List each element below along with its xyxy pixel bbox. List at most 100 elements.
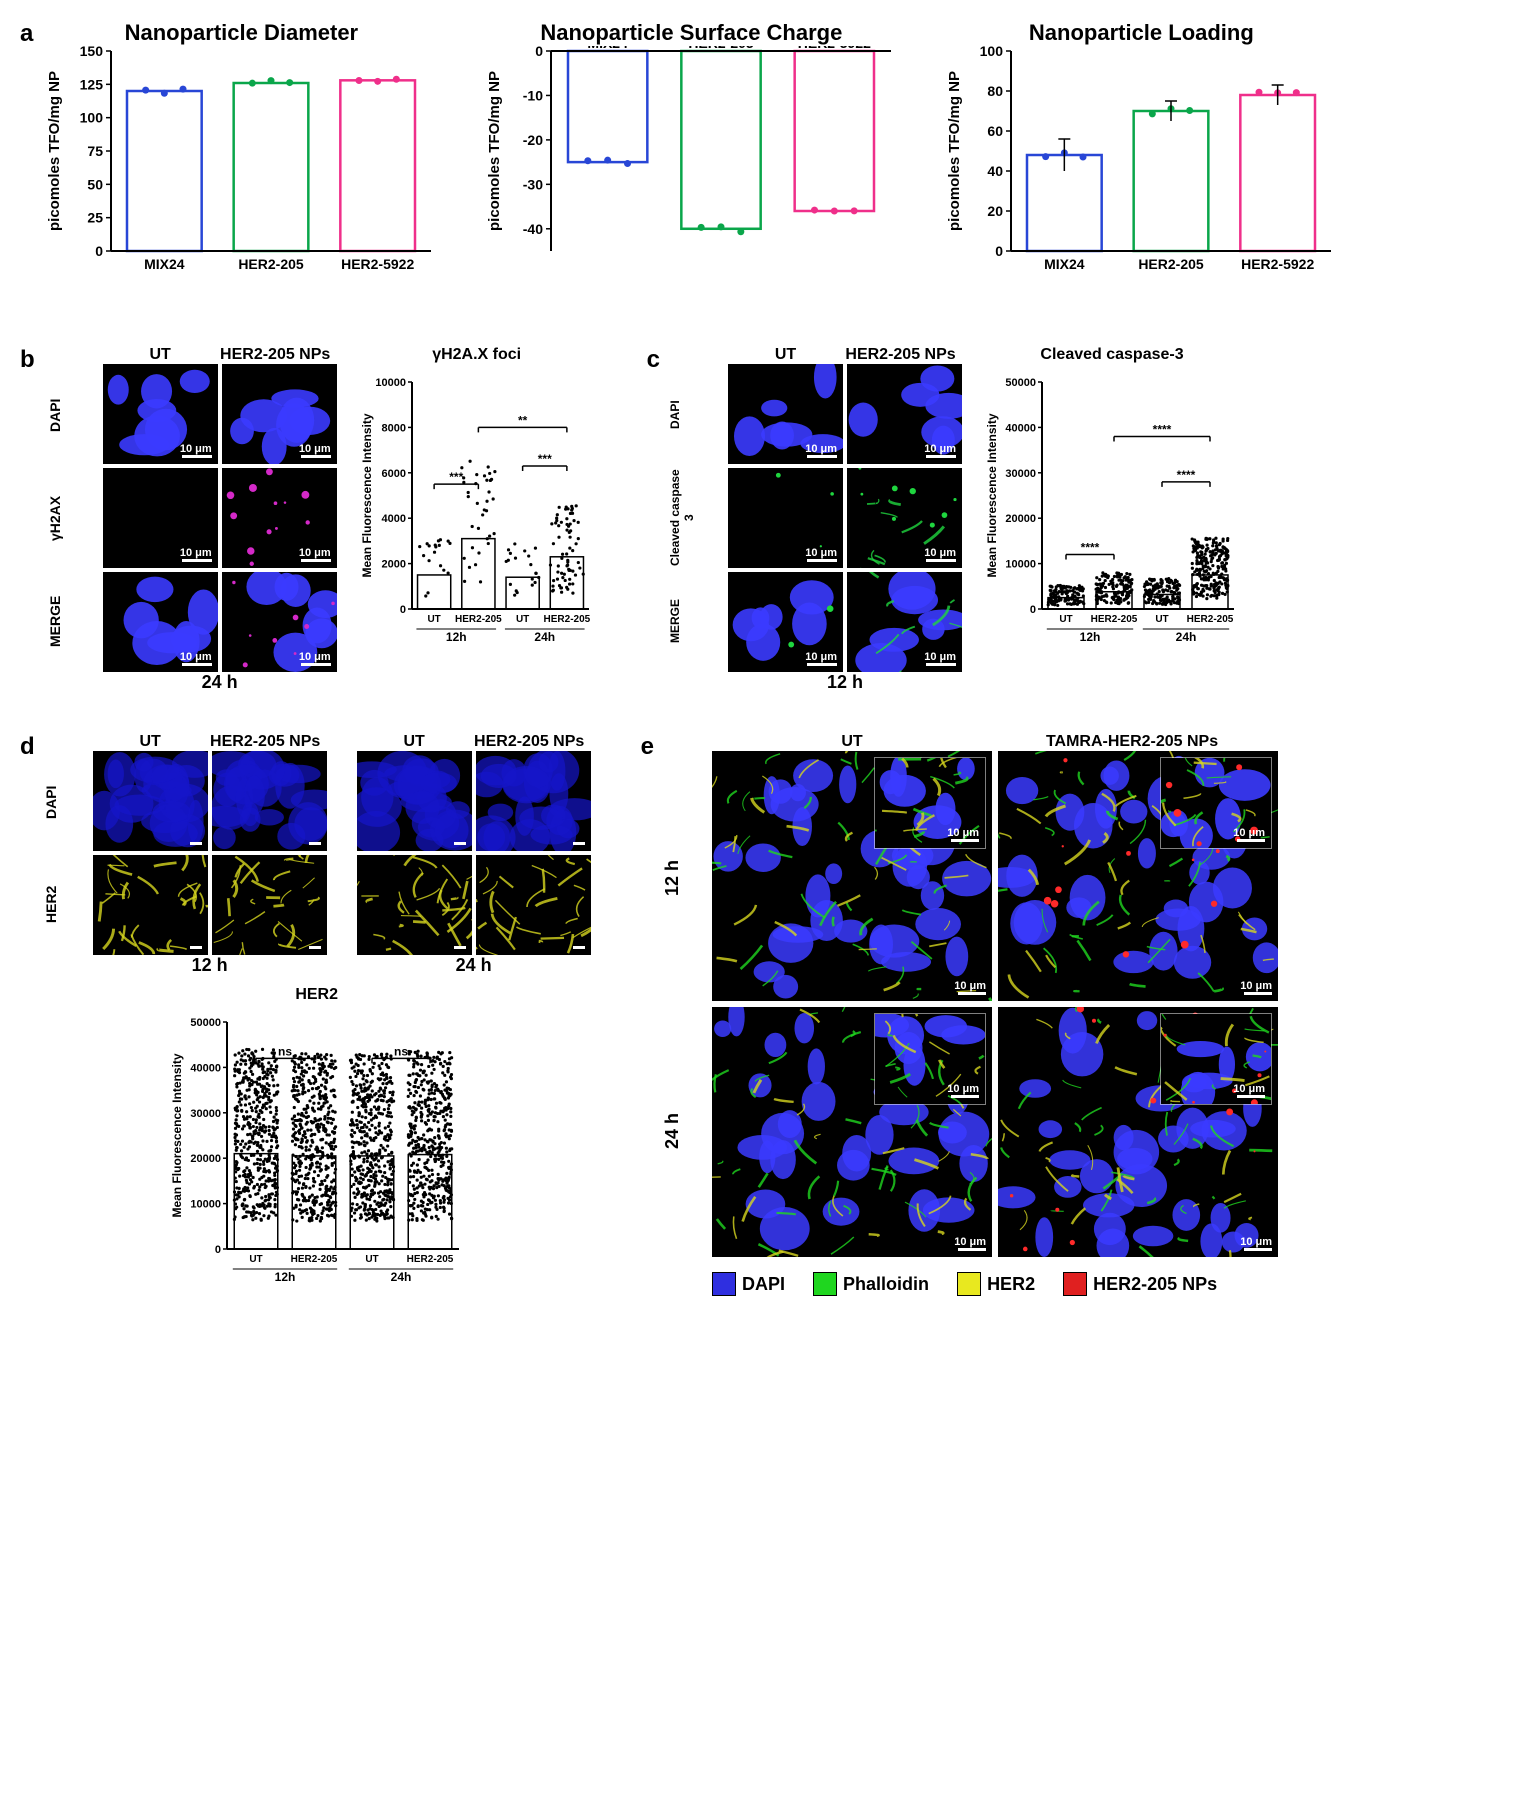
svg-text:0: 0 [96, 243, 104, 259]
e-ut: UT [712, 733, 992, 751]
svg-text:Mean Fluorescence Intensity: Mean Fluorescence Intensity [985, 413, 999, 577]
legend-item: HER2 [957, 1272, 1035, 1296]
svg-text:0: 0 [536, 46, 544, 59]
title-a1: Nanoparticle Diameter [41, 20, 441, 46]
svg-text:****: **** [1177, 468, 1196, 482]
svg-text:0: 0 [215, 1244, 221, 1256]
micrograph: 10 μm [847, 468, 962, 568]
svg-text:HER2-205: HER2-205 [1139, 256, 1205, 272]
svg-text:MIX24: MIX24 [1044, 256, 1085, 272]
time-b: 24 h [103, 672, 337, 693]
title-a3: Nanoparticle Loading [941, 20, 1341, 46]
col-ut-c: UT [728, 346, 843, 364]
title-c-chart: Cleaved caspase-3 [982, 346, 1242, 364]
svg-text:50000: 50000 [190, 1017, 221, 1029]
svg-text:125: 125 [80, 76, 104, 92]
svg-text:40000: 40000 [1005, 422, 1036, 434]
svg-text:***: *** [449, 470, 463, 484]
svg-text:40: 40 [988, 163, 1004, 179]
micrograph: 10 μm [103, 572, 218, 672]
title-b-chart: γH2A.X foci [357, 346, 597, 364]
micrograph: 10 μm 10 μm [712, 1007, 992, 1257]
svg-text:UT: UT [427, 614, 440, 625]
svg-text:MIX24: MIX24 [144, 256, 185, 272]
svg-text:12h: 12h [1080, 630, 1101, 644]
svg-text:10000: 10000 [1005, 559, 1036, 571]
svg-text:-20: -20 [523, 132, 543, 148]
title-a2: Nanoparticle Surface Charge [481, 20, 901, 46]
svg-text:50: 50 [88, 176, 104, 192]
legend-item: DAPI [712, 1272, 785, 1296]
d-t24: 24 h [357, 955, 591, 976]
svg-text:20: 20 [988, 203, 1004, 219]
chart-a2: -40-30-20-100MIX24HER2-205HER2-5922picom… [481, 46, 901, 306]
e-np: TAMRA-HER2-205 NPs [992, 733, 1272, 751]
svg-text:picomoles TFO/mg NP: picomoles TFO/mg NP [46, 71, 63, 231]
micrograph [476, 855, 591, 955]
svg-text:picomoles TFO/mg NP: picomoles TFO/mg NP [486, 71, 503, 231]
micrograph: 10 μm [728, 572, 843, 672]
chart-a1: 0255075100125150MIX24HER2-205HER2-5922pi… [41, 46, 441, 306]
micrograph: 10 μm 10 μm [712, 751, 992, 1001]
micrograph [476, 751, 591, 851]
svg-text:0: 0 [400, 604, 406, 616]
d-np2: HER2-205 NPs [472, 733, 587, 751]
micrograph: 10 μm [847, 364, 962, 464]
svg-text:0: 0 [996, 243, 1004, 259]
svg-text:HER2-205: HER2-205 [543, 614, 590, 625]
svg-text:75: 75 [88, 143, 104, 159]
micrograph: 10 μm 10 μm [998, 751, 1278, 1001]
svg-text:25: 25 [88, 210, 104, 226]
title-d-chart: HER2 [167, 986, 467, 1004]
d-np1: HER2-205 NPs [208, 733, 323, 751]
svg-text:10000: 10000 [375, 377, 406, 389]
svg-text:80: 80 [988, 83, 1004, 99]
svg-text:40000: 40000 [190, 1062, 221, 1074]
micrograph [93, 855, 208, 955]
svg-text:****: **** [1153, 422, 1172, 436]
svg-text:6000: 6000 [381, 468, 405, 480]
micrograph [357, 751, 472, 851]
d-t12: 12 h [93, 955, 327, 976]
svg-text:picomoles TFO/mg NP: picomoles TFO/mg NP [946, 71, 963, 231]
panel-label-d: d [20, 733, 35, 1304]
svg-text:24h: 24h [390, 1270, 411, 1284]
svg-text:UT: UT [365, 1254, 378, 1265]
col-np-c: HER2-205 NPs [843, 346, 958, 364]
svg-text:-10: -10 [523, 87, 543, 103]
svg-text:HER2-205: HER2-205 [406, 1254, 453, 1265]
svg-text:HER2-205: HER2-205 [455, 614, 502, 625]
legend-e: DAPIPhalloidinHER2HER2-205 NPs [712, 1272, 1278, 1296]
micrograph [212, 751, 327, 851]
micrograph: 10 μm [222, 468, 337, 568]
svg-text:HER2-205: HER2-205 [1091, 614, 1138, 625]
micrograph: 10 μm 10 μm [998, 1007, 1278, 1257]
svg-text:-40: -40 [523, 221, 543, 237]
micrograph: 10 μm [103, 468, 218, 568]
svg-text:100: 100 [980, 46, 1004, 59]
micrograph: 10 μm [222, 572, 337, 672]
col-ut: UT [103, 346, 218, 364]
svg-text:20000: 20000 [1005, 513, 1036, 525]
micrograph [93, 751, 208, 851]
chart-a3: 020406080100MIX24HER2-205HER2-5922picomo… [941, 46, 1341, 306]
svg-text:50000: 50000 [1005, 377, 1036, 389]
svg-text:0: 0 [1030, 604, 1036, 616]
time-c: 12 h [728, 672, 962, 693]
chart-b: 0200040006000800010000UTHER2-205UTHER2-2… [357, 364, 597, 664]
chart-c: 01000020000300004000050000UTHER2-205UTHE… [982, 364, 1242, 664]
svg-text:60: 60 [988, 123, 1004, 139]
svg-text:2000: 2000 [381, 559, 405, 571]
svg-text:UT: UT [1155, 614, 1168, 625]
panel-label-c: c [647, 346, 660, 693]
svg-text:**: ** [518, 413, 528, 427]
svg-text:HER2-205: HER2-205 [290, 1254, 337, 1265]
micrograph: 10 μm [728, 364, 843, 464]
micrograph: 10 μm [847, 572, 962, 672]
micrograph: 10 μm [222, 364, 337, 464]
panel-label-e: e [641, 733, 654, 1296]
svg-text:20000: 20000 [190, 1153, 221, 1165]
svg-text:Mean Fluorescence Intensity: Mean Fluorescence Intensity [170, 1053, 184, 1217]
svg-text:Mean Fluorescence Intensity: Mean Fluorescence Intensity [360, 413, 374, 577]
micrograph [357, 855, 472, 955]
